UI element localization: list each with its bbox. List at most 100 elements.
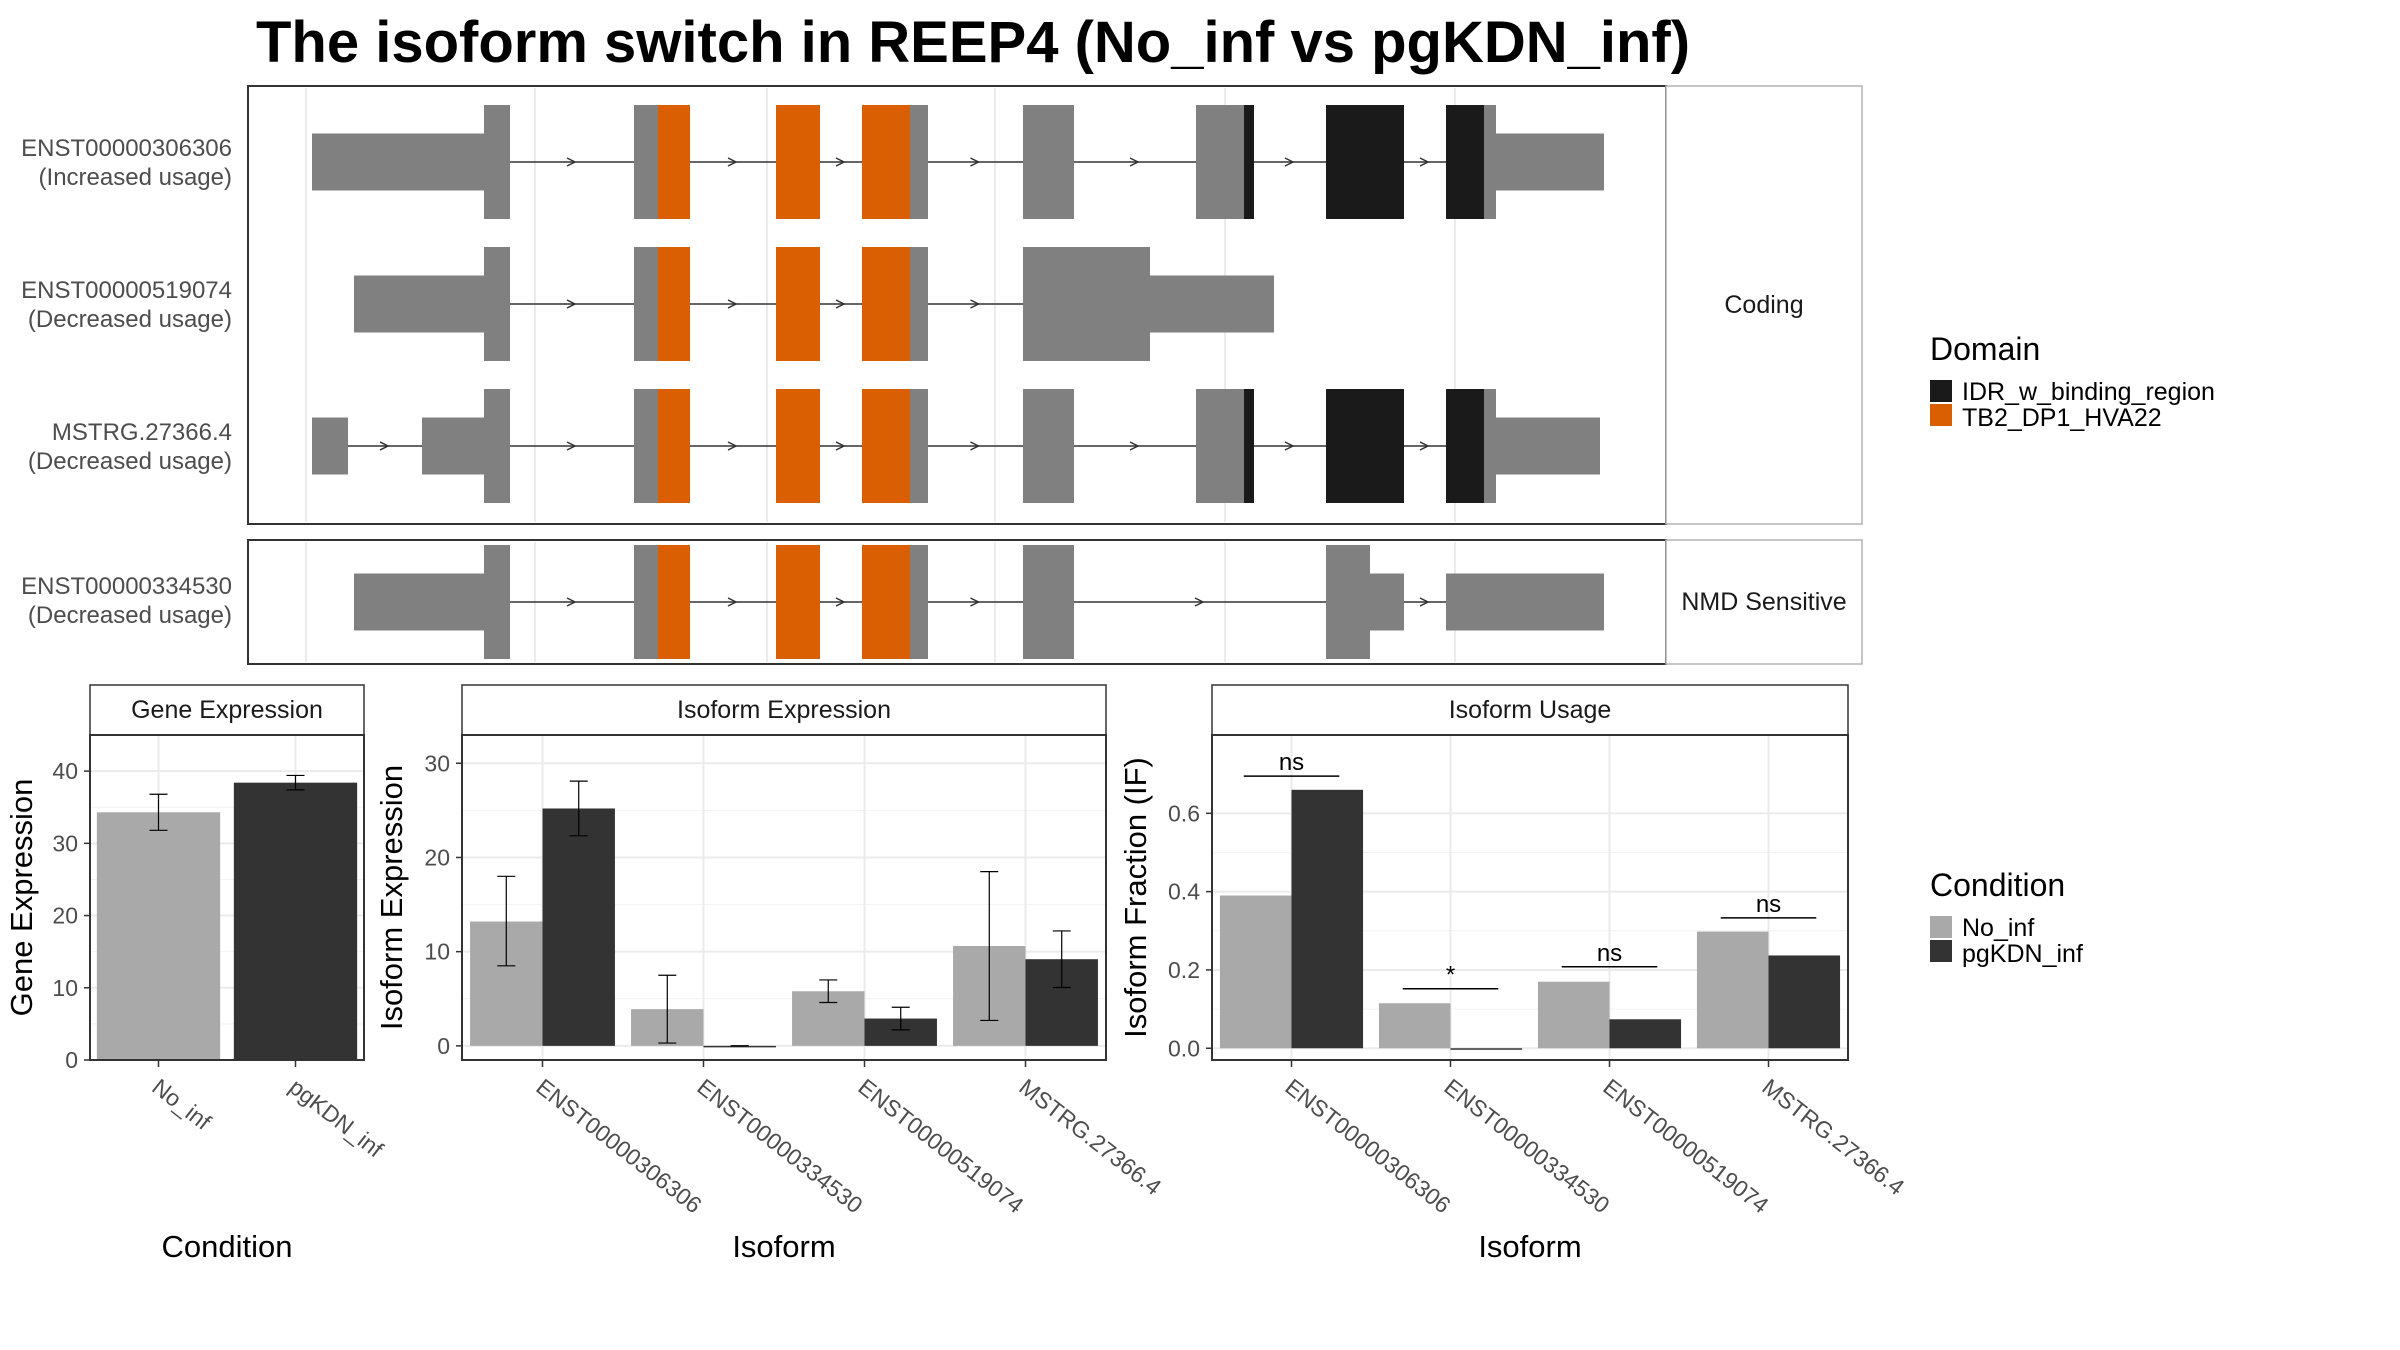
intron-direction-arrow (835, 441, 846, 451)
significance-label: ns (1597, 940, 1622, 967)
exon-domain-tb2 (862, 545, 910, 659)
intron-direction-arrow (970, 299, 981, 309)
panel-strip (89, 684, 365, 736)
exon (354, 573, 484, 631)
exon (1150, 275, 1274, 333)
legend-item-label: TB2_DP1_HVA22 (1962, 404, 2162, 432)
intron-direction-arrow (566, 299, 577, 309)
y-tick-label: 0 (437, 1033, 450, 1059)
x-axis-title: Isoform (732, 1229, 835, 1264)
exon (484, 247, 510, 361)
plot-border (89, 734, 365, 1061)
intron-direction-arrow (970, 597, 981, 607)
intron-direction-arrow (835, 597, 846, 607)
exon (1196, 389, 1244, 503)
legend-swatch (1930, 940, 1952, 962)
x-tick-label: No_inf (147, 1073, 216, 1135)
intron-direction-arrow (727, 157, 738, 167)
bar (1378, 1003, 1451, 1049)
x-tick-label: MSTRG.27366.4 (1014, 1073, 1166, 1200)
x-tick-label: MSTRG.27366.4 (1757, 1073, 1909, 1200)
bar (96, 812, 221, 1060)
intron-direction-arrow (566, 441, 577, 451)
structure-strip-coding (1665, 85, 1863, 525)
legend-swatch (1930, 404, 1952, 426)
intron-direction-arrow (1129, 157, 1140, 167)
bar (1696, 931, 1769, 1049)
intron-direction-arrow (970, 441, 981, 451)
x-tick-label: ENST00000519074 (853, 1073, 1028, 1218)
x-tick-label: ENST00000334530 (692, 1073, 867, 1218)
significance-label: ns (1279, 749, 1304, 776)
panel-strip-title: Isoform Usage (1449, 696, 1612, 724)
intron-direction-arrow (379, 441, 390, 451)
exon-domain-tb2 (776, 105, 820, 219)
exon (1023, 545, 1074, 659)
exon (312, 417, 348, 475)
isoform-label-usage: (Decreased usage) (28, 306, 232, 333)
exon-domain-tb2 (862, 389, 910, 503)
exon-domain-tb2 (658, 247, 690, 361)
y-tick-label: 0.6 (1168, 800, 1200, 826)
exon-domain-idr (1244, 105, 1254, 219)
exon-domain-idr (1326, 389, 1404, 503)
isoform-label-id: MSTRG.27366.4 (52, 419, 232, 446)
panel-strip (461, 684, 1107, 736)
exon (634, 389, 658, 503)
intron-direction-arrow (727, 299, 738, 309)
intron-direction-arrow (1419, 441, 1430, 451)
panel-strip-title: Gene Expression (131, 696, 323, 724)
exon (484, 545, 510, 659)
x-tick-label: ENST00000306306 (1280, 1073, 1455, 1218)
legend-item-label: IDR_w_binding_region (1962, 378, 2215, 406)
legend-item-label: pgKDN_inf (1962, 940, 2083, 968)
exon (1326, 545, 1370, 659)
exon (1023, 105, 1074, 219)
strip-label-nmd: NMD Sensitive (1681, 588, 1846, 616)
intron-direction-arrow (1284, 157, 1295, 167)
exon-domain-tb2 (658, 545, 690, 659)
exon-domain-idr (1446, 389, 1484, 503)
exon-domain-tb2 (776, 247, 820, 361)
intron-direction-arrow (1419, 597, 1430, 607)
isoform-label-usage: (Decreased usage) (28, 602, 232, 629)
exon-domain-tb2 (862, 105, 910, 219)
exon (354, 275, 484, 333)
x-axis-title: Isoform (1478, 1229, 1581, 1264)
bar (1450, 1048, 1523, 1050)
exon (1484, 389, 1496, 503)
bar (703, 1045, 776, 1048)
exon (634, 545, 658, 659)
legend-swatch (1930, 380, 1952, 402)
panel-strip-title: Isoform Expression (677, 696, 891, 724)
y-tick-label: 10 (52, 975, 78, 1001)
y-tick-label: 0 (65, 1047, 78, 1073)
y-tick-label: 0.0 (1168, 1035, 1200, 1061)
bar (1609, 1019, 1682, 1049)
exon-domain-tb2 (776, 389, 820, 503)
exon (1023, 389, 1074, 503)
isoform-label-id: ENST00000306306 (21, 135, 232, 162)
y-axis-title: Isoform Fraction (IF) (1118, 757, 1153, 1038)
y-tick-label: 30 (424, 750, 450, 776)
x-tick-label: ENST00000306306 (531, 1073, 706, 1218)
y-tick-label: 0.2 (1168, 957, 1200, 983)
intron-direction-arrow (727, 597, 738, 607)
bar (1537, 981, 1610, 1049)
intron-direction-arrow (1419, 157, 1430, 167)
isoform-label-id: ENST00000334530 (21, 573, 232, 600)
panel-strip (1211, 684, 1849, 736)
intron-direction-arrow (566, 597, 577, 607)
exon (634, 105, 658, 219)
exon (910, 105, 928, 219)
intron-direction-arrow (835, 157, 846, 167)
legend-item-label: No_inf (1962, 914, 2034, 942)
exon (1196, 105, 1244, 219)
y-tick-label: 30 (52, 830, 78, 856)
exon (1496, 417, 1600, 475)
chart-panel: Gene Expression 0 10 20 30 40 No_inf pgKDN_inf C… (4, 684, 389, 1264)
x-tick-label: pgKDN_inf (284, 1073, 388, 1162)
exon (910, 545, 928, 659)
bar (233, 782, 358, 1060)
exon (910, 247, 928, 361)
